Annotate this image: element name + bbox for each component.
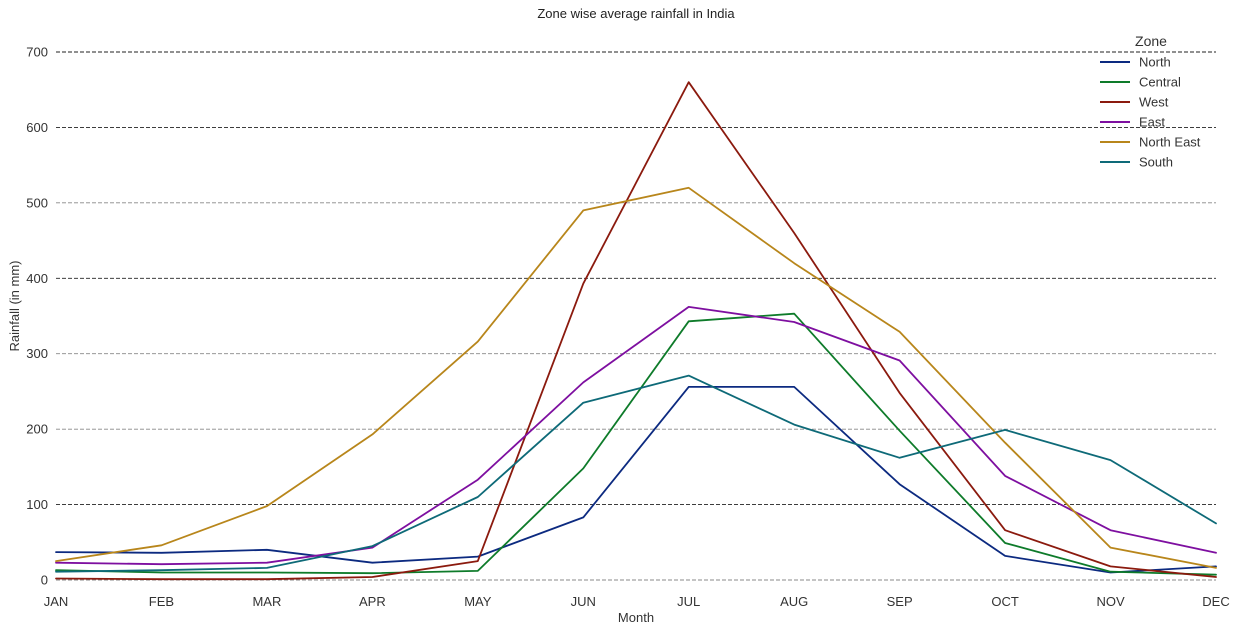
legend-label-north: North xyxy=(1139,55,1171,70)
x-tick-label: OCT xyxy=(991,594,1019,609)
y-tick-label: 600 xyxy=(26,120,48,135)
legend-label-east: East xyxy=(1139,115,1165,130)
y-tick-label: 400 xyxy=(26,271,48,286)
x-tick-label: JUL xyxy=(677,594,700,609)
grid-lines xyxy=(56,51,1216,581)
chart-title: Zone wise average rainfall in India xyxy=(537,6,735,21)
y-tick-label: 100 xyxy=(26,497,48,512)
x-tick-label: APR xyxy=(359,594,386,609)
legend-label-west: West xyxy=(1139,95,1169,110)
x-tick-label: MAR xyxy=(252,594,281,609)
y-tick-label: 700 xyxy=(26,45,48,60)
x-tick-label: DEC xyxy=(1202,594,1229,609)
x-axis-title: Month xyxy=(618,610,654,625)
y-tick-label: 500 xyxy=(26,195,48,210)
x-tick-label: JAN xyxy=(44,594,69,609)
series-line-central xyxy=(55,312,1217,576)
x-axis-ticks: JAN FEB MAR APR MAY JUN JUL AUG SEP OCT NOV DEC xyxy=(44,594,1230,609)
series-lines xyxy=(55,81,1217,581)
x-tick-label: JUN xyxy=(571,594,596,609)
legend-label-south: South xyxy=(1139,155,1173,170)
series-line-north xyxy=(55,385,1217,574)
series-line-west xyxy=(55,81,1217,581)
legend-label-north-east: North East xyxy=(1139,135,1201,150)
x-tick-label: FEB xyxy=(149,594,174,609)
series-line-south xyxy=(55,374,1217,573)
legend-label-central: Central xyxy=(1139,75,1181,90)
legend-title: Zone xyxy=(1135,33,1167,49)
series-line-north-east xyxy=(55,186,1217,569)
x-tick-label: AUG xyxy=(780,594,808,609)
y-tick-label: 0 xyxy=(41,573,48,588)
y-axis-title: Rainfall (in mm) xyxy=(7,260,22,351)
series-line-east xyxy=(55,305,1217,566)
x-tick-label: SEP xyxy=(887,594,913,609)
y-axis-ticks: 0 100 200 300 400 500 600 700 xyxy=(26,45,48,588)
y-tick-label: 200 xyxy=(26,422,48,437)
x-tick-label: MAY xyxy=(464,594,492,609)
legend: Zone North Central West East North East South xyxy=(1100,33,1201,170)
y-tick-label: 300 xyxy=(26,346,48,361)
x-tick-label: NOV xyxy=(1096,594,1125,609)
